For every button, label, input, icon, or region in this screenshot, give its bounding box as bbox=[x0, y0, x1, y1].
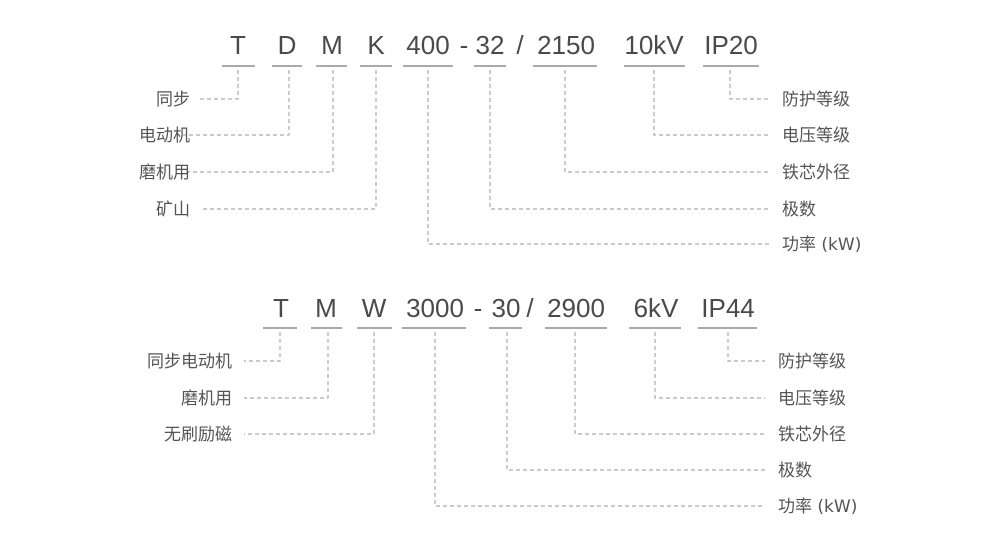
code-token: 400 bbox=[406, 30, 449, 60]
left-label: 无刷励磁 bbox=[164, 425, 232, 445]
connector-lines bbox=[244, 332, 765, 507]
code-token: 6kV bbox=[634, 293, 679, 323]
right-label: 电压等级 bbox=[782, 126, 850, 146]
code-token: IP20 bbox=[704, 30, 758, 60]
code-token: M bbox=[315, 293, 337, 323]
right-label: 功率 (kW) bbox=[778, 497, 857, 517]
left-label: 电动机 bbox=[139, 126, 190, 146]
code-token: 3000 bbox=[406, 293, 464, 323]
left-label: 磨机用 bbox=[181, 389, 232, 409]
code-token: / bbox=[516, 30, 524, 60]
right-label: 电压等级 bbox=[778, 389, 846, 409]
code-token: 30 bbox=[492, 293, 521, 323]
right-label: 防护等级 bbox=[782, 90, 850, 110]
code-token: 2150 bbox=[537, 30, 595, 60]
code-token: M bbox=[321, 30, 343, 60]
code-token: D bbox=[278, 30, 297, 60]
connector-lines bbox=[183, 70, 770, 245]
code-token: - bbox=[460, 30, 469, 60]
right-label: 铁芯外径 bbox=[782, 163, 850, 183]
left-label: 磨机用 bbox=[139, 163, 190, 183]
left-label: 矿山 bbox=[156, 200, 190, 220]
code-token: - bbox=[474, 293, 483, 323]
diagram-1: T D M K 400 - 32 / 2150 10kV IP20 bbox=[139, 30, 861, 255]
right-label: 极数 bbox=[778, 461, 812, 481]
code-token: T bbox=[230, 30, 246, 60]
right-label: 铁芯外径 bbox=[778, 425, 846, 445]
code-token: T bbox=[273, 293, 289, 323]
code-token: 10kV bbox=[624, 30, 684, 60]
right-label: 功率 (kW) bbox=[782, 235, 861, 255]
code-token: 32 bbox=[476, 30, 505, 60]
code-token: K bbox=[367, 30, 385, 60]
code-token: / bbox=[526, 293, 534, 323]
diagram-2: T M W 3000 - 30 / 2900 6kV IP44 bbox=[147, 293, 857, 517]
code-token: 2900 bbox=[547, 293, 605, 323]
code-token: W bbox=[362, 293, 387, 323]
left-label: 同步电动机 bbox=[147, 352, 232, 372]
left-label: 同步 bbox=[156, 90, 190, 110]
right-label: 防护等级 bbox=[778, 352, 846, 372]
code-token: IP44 bbox=[701, 293, 755, 323]
right-label: 极数 bbox=[782, 200, 816, 220]
